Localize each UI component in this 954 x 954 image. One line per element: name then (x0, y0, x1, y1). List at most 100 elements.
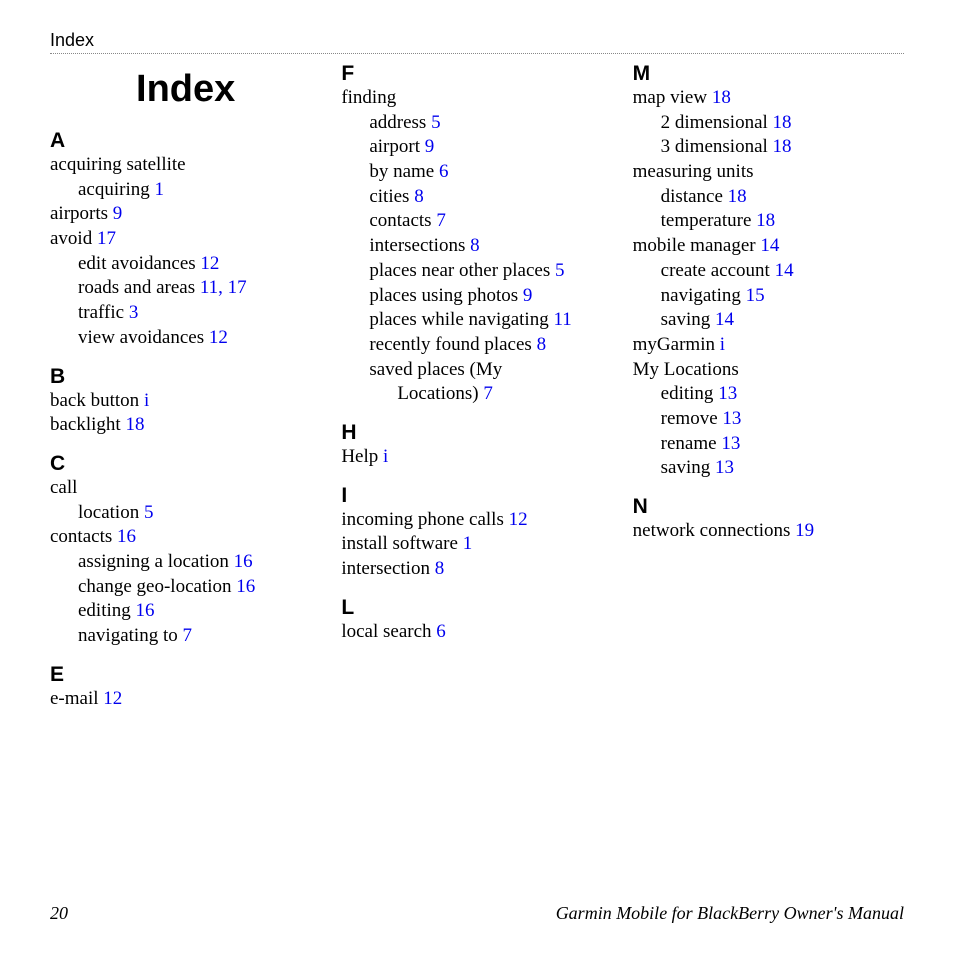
page-ref[interactable]: i (383, 446, 388, 467)
page-ref[interactable]: 18 (756, 210, 775, 231)
index-entry: by name 6 (341, 160, 612, 185)
page-ref[interactable]: 14 (775, 260, 794, 281)
page-ref[interactable]: 7 (483, 383, 493, 404)
index-entry: airports 9 (50, 202, 321, 227)
page-ref[interactable]: 7 (182, 625, 192, 646)
page-ref[interactable]: 14 (760, 235, 779, 256)
index-entry: install software 1 (341, 532, 612, 557)
page-ref[interactable]: 13 (721, 433, 740, 454)
index-entry: change geo-location 16 (50, 575, 321, 600)
section-e: Ee-mail 12 (50, 663, 321, 712)
page-number: 20 (50, 903, 68, 924)
page-ref[interactable]: 16 (117, 526, 136, 547)
index-entry: editing 13 (633, 382, 904, 407)
index-entry: avoid 17 (50, 227, 321, 252)
index-entry: roads and areas 11, 17 (50, 276, 321, 301)
index-entry: finding (341, 86, 612, 111)
index-entry: intersections 8 (341, 234, 612, 259)
index-entry: acquiring satellite (50, 153, 321, 178)
index-entry: temperature 18 (633, 209, 904, 234)
section-c: Ccalllocation 5contacts 16assigning a lo… (50, 452, 321, 649)
page-ref[interactable]: 18 (712, 87, 731, 108)
index-entry: e-mail 12 (50, 687, 321, 712)
section-letter: E (50, 663, 321, 687)
page-ref[interactable]: 19 (795, 520, 814, 541)
index-entry: My Locations (633, 358, 904, 383)
index-entry: recently found places 8 (341, 333, 612, 358)
page-ref[interactable]: 6 (436, 621, 446, 642)
page-ref[interactable]: 8 (435, 558, 445, 579)
index-entry: map view 18 (633, 86, 904, 111)
page-content: IndexAacquiring satelliteacquiring 1airp… (50, 62, 904, 883)
page-ref[interactable]: 12 (103, 688, 122, 709)
index-entry: mobile manager 14 (633, 234, 904, 259)
page-ref[interactable]: 16 (136, 600, 155, 621)
index-entry: saving 14 (633, 308, 904, 333)
page-ref[interactable]: 11, 17 (200, 277, 247, 298)
index-entry: remove 13 (633, 407, 904, 432)
page-ref[interactable]: 6 (439, 161, 449, 182)
section-i: Iincoming phone calls 12install software… (341, 484, 612, 582)
page-ref[interactable]: i (720, 334, 725, 355)
index-entry: 2 dimensional 18 (633, 111, 904, 136)
section-a: Aacquiring satelliteacquiring 1airports … (50, 129, 321, 351)
page-ref[interactable]: 9 (425, 136, 435, 157)
section-l: Llocal search 6 (341, 596, 612, 645)
page-ref[interactable]: 9 (113, 203, 123, 224)
manual-title: Garmin Mobile for BlackBerry Owner's Man… (556, 903, 904, 924)
page-ref[interactable]: 5 (144, 502, 154, 523)
page-ref[interactable]: 8 (537, 334, 547, 355)
page-ref[interactable]: 14 (715, 309, 734, 330)
section-letter: A (50, 129, 321, 153)
page-ref[interactable]: 16 (234, 551, 253, 572)
page-ref[interactable]: 12 (509, 509, 528, 530)
section-m: Mmap view 182 dimensional 183 dimensiona… (633, 62, 904, 481)
page-ref[interactable]: 12 (209, 327, 228, 348)
index-entry: Locations) 7 (341, 382, 612, 407)
page-ref[interactable]: 16 (236, 576, 255, 597)
page-ref[interactable]: 13 (715, 457, 734, 478)
page-ref[interactable]: 18 (728, 186, 747, 207)
index-entry: editing 16 (50, 599, 321, 624)
page-ref[interactable]: 5 (555, 260, 565, 281)
section-letter: H (341, 421, 612, 445)
section-h: HHelp i (341, 421, 612, 470)
page-ref[interactable]: 5 (431, 112, 441, 133)
index-entry: measuring units (633, 160, 904, 185)
page-ref[interactable]: 7 (436, 210, 446, 231)
index-entry: saving 13 (633, 456, 904, 481)
index-entry: call (50, 476, 321, 501)
index-entry: backlight 18 (50, 413, 321, 438)
page-ref[interactable]: 8 (470, 235, 480, 256)
section-letter: N (633, 495, 904, 519)
page-ref[interactable]: 15 (746, 285, 765, 306)
page-ref[interactable]: 18 (125, 414, 144, 435)
page-ref[interactable]: 9 (523, 285, 533, 306)
index-entry: navigating to 7 (50, 624, 321, 649)
index-entry: address 5 (341, 111, 612, 136)
page-ref[interactable]: 13 (722, 408, 741, 429)
page-ref[interactable]: 17 (97, 228, 116, 249)
page-ref[interactable]: 1 (463, 533, 473, 554)
section-letter: B (50, 365, 321, 389)
page-ref[interactable]: 3 (129, 302, 139, 323)
page-ref[interactable]: 13 (718, 383, 737, 404)
index-entry: navigating 15 (633, 284, 904, 309)
page-footer: 20 Garmin Mobile for BlackBerry Owner's … (50, 883, 904, 924)
page-ref[interactable]: 8 (414, 186, 424, 207)
index-entry: distance 18 (633, 185, 904, 210)
index-entry: network connections 19 (633, 519, 904, 544)
index-entry: back button i (50, 389, 321, 414)
page-ref[interactable]: 11 (553, 309, 571, 330)
section-letter: I (341, 484, 612, 508)
page-ref[interactable]: 18 (773, 112, 792, 133)
index-entry: cities 8 (341, 185, 612, 210)
index-entry: saved places (My (341, 358, 612, 383)
page-ref[interactable]: i (144, 390, 149, 411)
page-ref[interactable]: 1 (155, 179, 165, 200)
section-letter: F (341, 62, 612, 86)
index-entry: view avoidances 12 (50, 326, 321, 351)
index-entry: places near other places 5 (341, 259, 612, 284)
page-ref[interactable]: 12 (200, 253, 219, 274)
page-ref[interactable]: 18 (773, 136, 792, 157)
